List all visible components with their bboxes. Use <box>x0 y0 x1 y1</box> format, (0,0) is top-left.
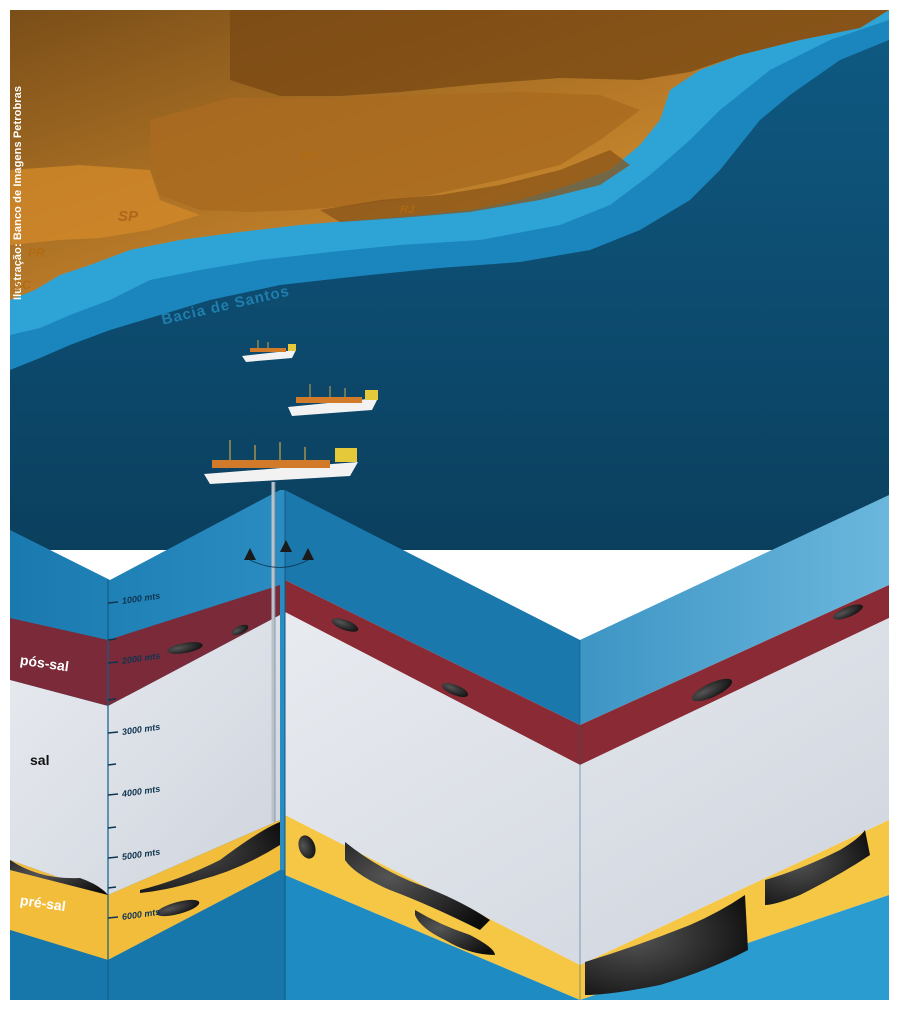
state-label-mg: MG <box>300 150 318 162</box>
layer-label-salt: sal <box>30 752 50 768</box>
fpso-ship-3 <box>204 440 358 484</box>
state-label-pr: PR <box>28 246 45 260</box>
state-label-rj: RJ <box>400 204 415 216</box>
state-region-mg <box>150 92 640 212</box>
seabed-equipment <box>244 540 314 568</box>
depth-scale <box>107 601 119 919</box>
state-region-rj <box>320 150 630 222</box>
left-block <box>10 490 285 1000</box>
state-label-sp: SP <box>118 208 139 225</box>
salt-layer-right <box>285 612 889 965</box>
post-salt-layer-right <box>285 580 889 765</box>
image-credit: Ilustração: Banco de Imagens Petrobras <box>12 85 24 300</box>
oil-deposits <box>10 604 870 995</box>
post-salt-layer-left <box>10 585 280 706</box>
state-label-sc: SC <box>14 278 31 292</box>
state-region-west <box>10 165 200 245</box>
fpso-ship-1 <box>242 340 296 362</box>
fpso-ship-2 <box>288 384 378 416</box>
salt-layer-left <box>10 615 280 895</box>
state-region-north <box>230 10 889 96</box>
